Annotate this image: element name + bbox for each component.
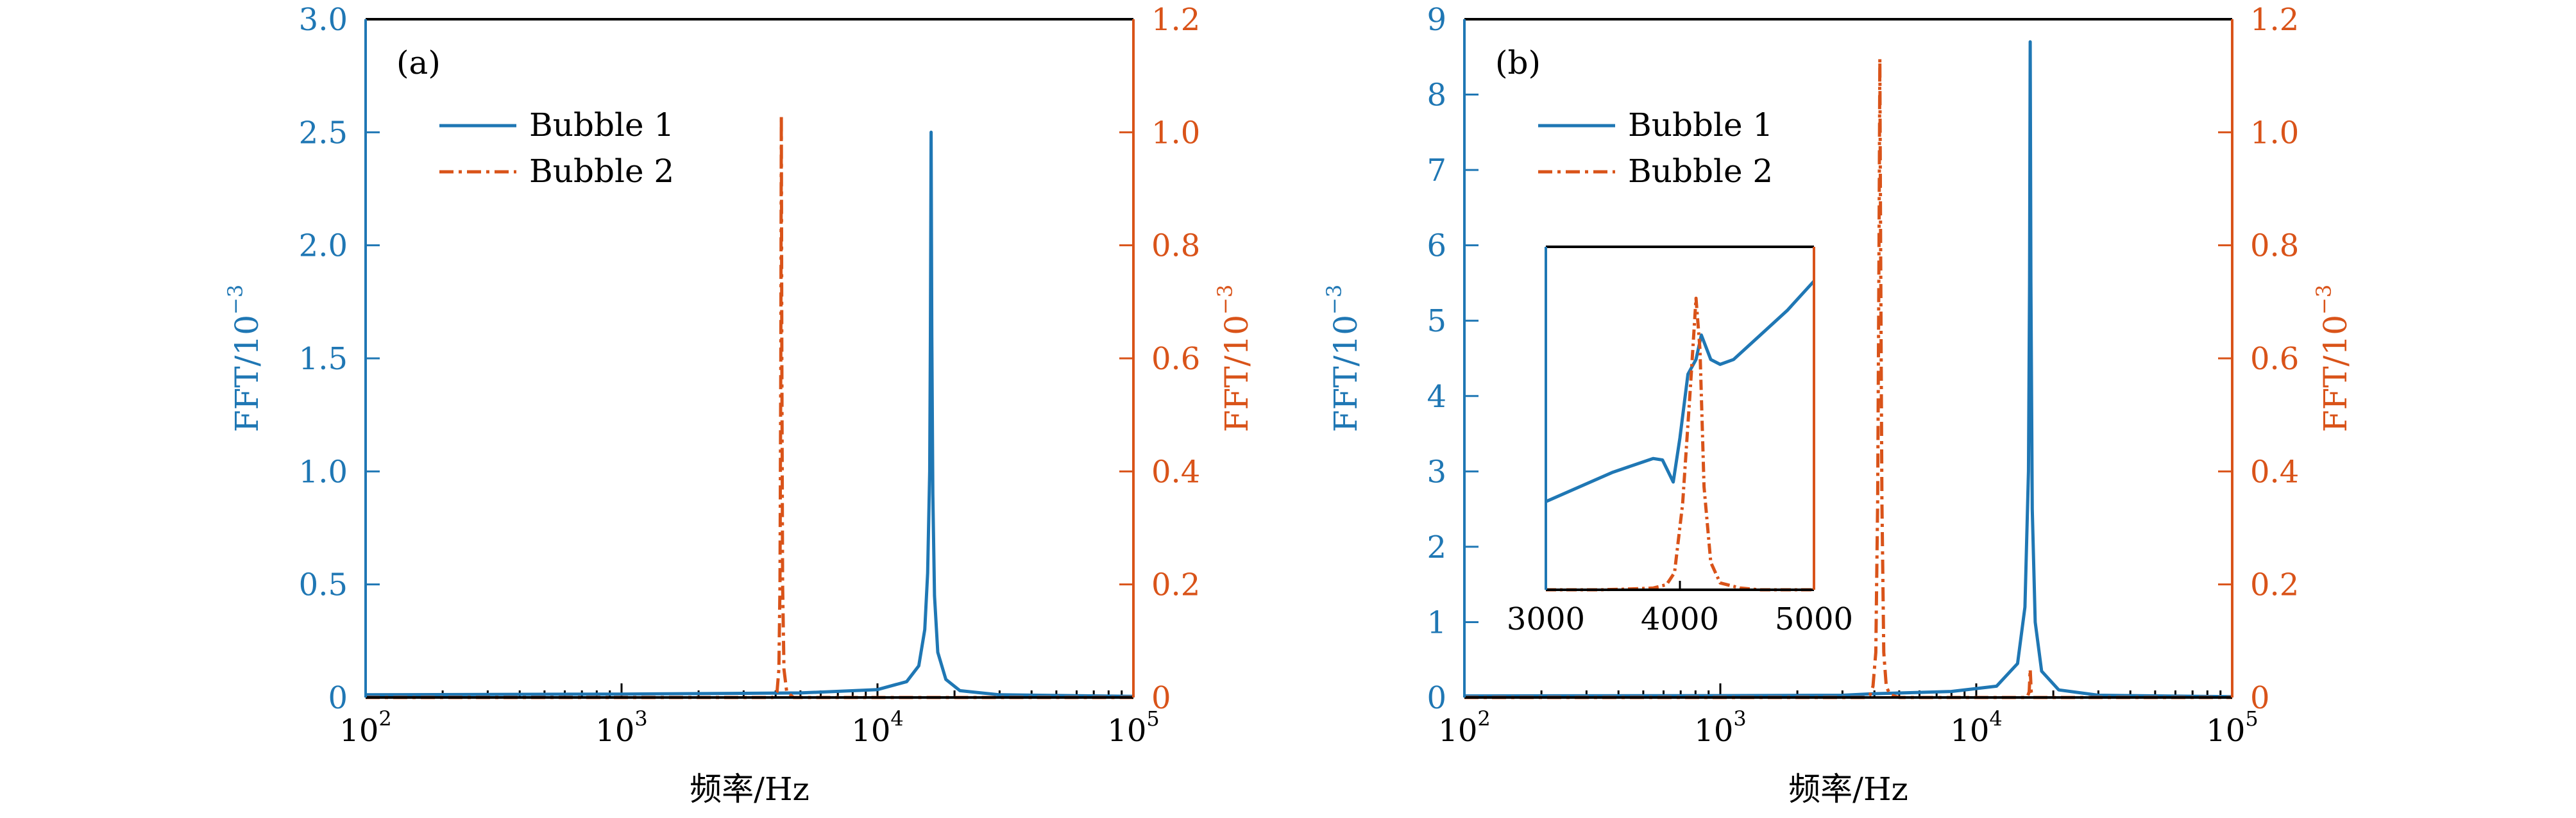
x-tick-label-base: 10 (1694, 713, 1733, 749)
legend: Bubble 1 Bubble 2 (1538, 106, 1773, 190)
x-tick-label: 105 (1107, 706, 1159, 749)
panel-label: (b) (1495, 44, 1541, 81)
y-right-axis-title-base: FFT/10 (2317, 315, 2354, 432)
x-tick-label: 104 (1950, 706, 2002, 749)
y-right-tick-label: 0.6 (1151, 341, 1200, 377)
legend-label: Bubble 2 (529, 153, 674, 190)
y-right-tick-label: 1.0 (2250, 115, 2299, 151)
series-bubble-2-line (1464, 57, 2232, 699)
y-right-tick-label: 0.6 (2250, 341, 2299, 377)
y-right-tick-label: 0.8 (1151, 228, 1200, 264)
y-right-tick-label: 0.4 (1151, 454, 1200, 490)
y-right-tick-label: 0.4 (2250, 454, 2299, 490)
y-left-tick-label: 2.5 (299, 115, 348, 151)
y-left-tick-label: 5 (1427, 303, 1446, 339)
inset-x-tick-label: 3000 (1507, 601, 1585, 637)
series-bubble-1-line (365, 130, 1134, 698)
panel-label: (a) (396, 44, 441, 81)
y-right-axis-title: FFT/10−3 (2312, 285, 2354, 432)
y-right-tick-label: 0 (1151, 680, 1171, 716)
y-right-tick-label: 0.2 (1151, 567, 1200, 603)
y-left-tick-label: 0 (1427, 680, 1446, 716)
panel-b: 102 103 104 105012345678900.20.40.60.81.01.… (1322, 2, 2354, 808)
x-tick-label-exp: 2 (378, 706, 391, 731)
x-tick-label-base: 10 (1950, 713, 1989, 749)
y-left-tick-label: 7 (1427, 153, 1446, 188)
y-right-tick-label: 0.8 (2250, 228, 2299, 264)
legend-label: Bubble 1 (529, 106, 674, 144)
y-left-axis-title-base: FFT/10 (1327, 315, 1364, 432)
x-axis-title: 频率/Hz (690, 771, 809, 808)
y-right-tick-label: 1.2 (2250, 2, 2299, 38)
x-tick-label: 105 (2206, 706, 2258, 749)
y-left-tick-label: 0.5 (299, 567, 348, 603)
series-bubble-2-line (366, 113, 1133, 699)
legend-label: Bubble 1 (1628, 106, 1773, 144)
y-left-tick-label: 1.0 (299, 454, 348, 490)
y-left-tick-label: 4 (1427, 379, 1446, 415)
legend: Bubble 1 Bubble 2 (439, 106, 674, 190)
x-tick-label-exp: 4 (890, 706, 903, 731)
y-left-tick-label: 1 (1427, 605, 1446, 640)
x-axis-title: 频率/Hz (1788, 771, 1908, 808)
y-left-tick-label: 2 (1427, 530, 1446, 565)
y-left-axis-title-exp: −3 (1322, 285, 1346, 315)
y-left-tick-label: 0 (328, 680, 348, 716)
x-tick-label-base: 10 (1438, 713, 1477, 749)
x-tick-label-exp: 3 (1733, 706, 1746, 731)
x-tick-label: 104 (851, 706, 903, 749)
y-left-tick-label: 2.0 (299, 228, 348, 264)
y-left-axis-title: FFT/10−3 (1322, 285, 1364, 432)
inset-x-tick-label: 5000 (1775, 601, 1853, 637)
y-left-tick-label: 3.0 (299, 2, 348, 38)
y-left-tick-label: 3 (1427, 454, 1446, 490)
y-right-tick-label: 0.2 (2250, 567, 2299, 603)
y-right-axis-title-base: FFT/10 (1218, 315, 1255, 432)
inset-series-left-line (1545, 280, 1815, 503)
inset: 3000 4000 5000 (1507, 246, 1853, 637)
x-tick-label-exp: 3 (634, 706, 647, 731)
x-tick-label: 103 (595, 706, 647, 749)
x-tick-label-base: 10 (851, 713, 890, 749)
x-tick-label-exp: 4 (1989, 706, 2002, 731)
y-left-tick-label: 8 (1427, 78, 1446, 113)
y-right-axis-title-exp: −3 (1213, 285, 1237, 315)
y-right-axis-title: FFT/10−3 (1213, 285, 1255, 432)
inset-x-tick-label: 4000 (1641, 601, 1719, 637)
x-tick-label: 103 (1694, 706, 1746, 749)
y-left-tick-label: 6 (1427, 228, 1446, 264)
y-left-axis-title-exp: −3 (223, 285, 248, 315)
y-left-tick-label: 9 (1427, 2, 1446, 38)
x-tick-label-exp: 5 (2245, 706, 2258, 731)
x-tick-label-base: 10 (1107, 713, 1146, 749)
panel-a: 102 103 104 10500.51.01.52.02.53.000.20.40.… (223, 2, 1255, 808)
x-tick-label: 102 (339, 706, 391, 749)
y-left-axis-title-base: FFT/10 (228, 315, 266, 432)
y-right-axis-title-exp: −3 (2312, 285, 2336, 315)
y-left-axis-title: FFT/10−3 (223, 285, 266, 432)
legend-label: Bubble 2 (1628, 153, 1773, 190)
x-tick-label-exp: 5 (1146, 706, 1159, 731)
y-right-tick-label: 0 (2250, 680, 2270, 716)
x-tick-label-base: 10 (595, 713, 634, 749)
inset-background (1546, 247, 1814, 590)
x-tick-label-base: 10 (339, 713, 378, 749)
x-tick-label-base: 10 (2206, 713, 2245, 749)
x-tick-label-exp: 2 (1477, 706, 1490, 731)
y-right-tick-label: 1.0 (1151, 115, 1200, 151)
x-tick-label: 102 (1438, 706, 1490, 749)
y-right-tick-label: 1.2 (1151, 2, 1200, 38)
y-left-tick-label: 1.5 (299, 341, 348, 377)
